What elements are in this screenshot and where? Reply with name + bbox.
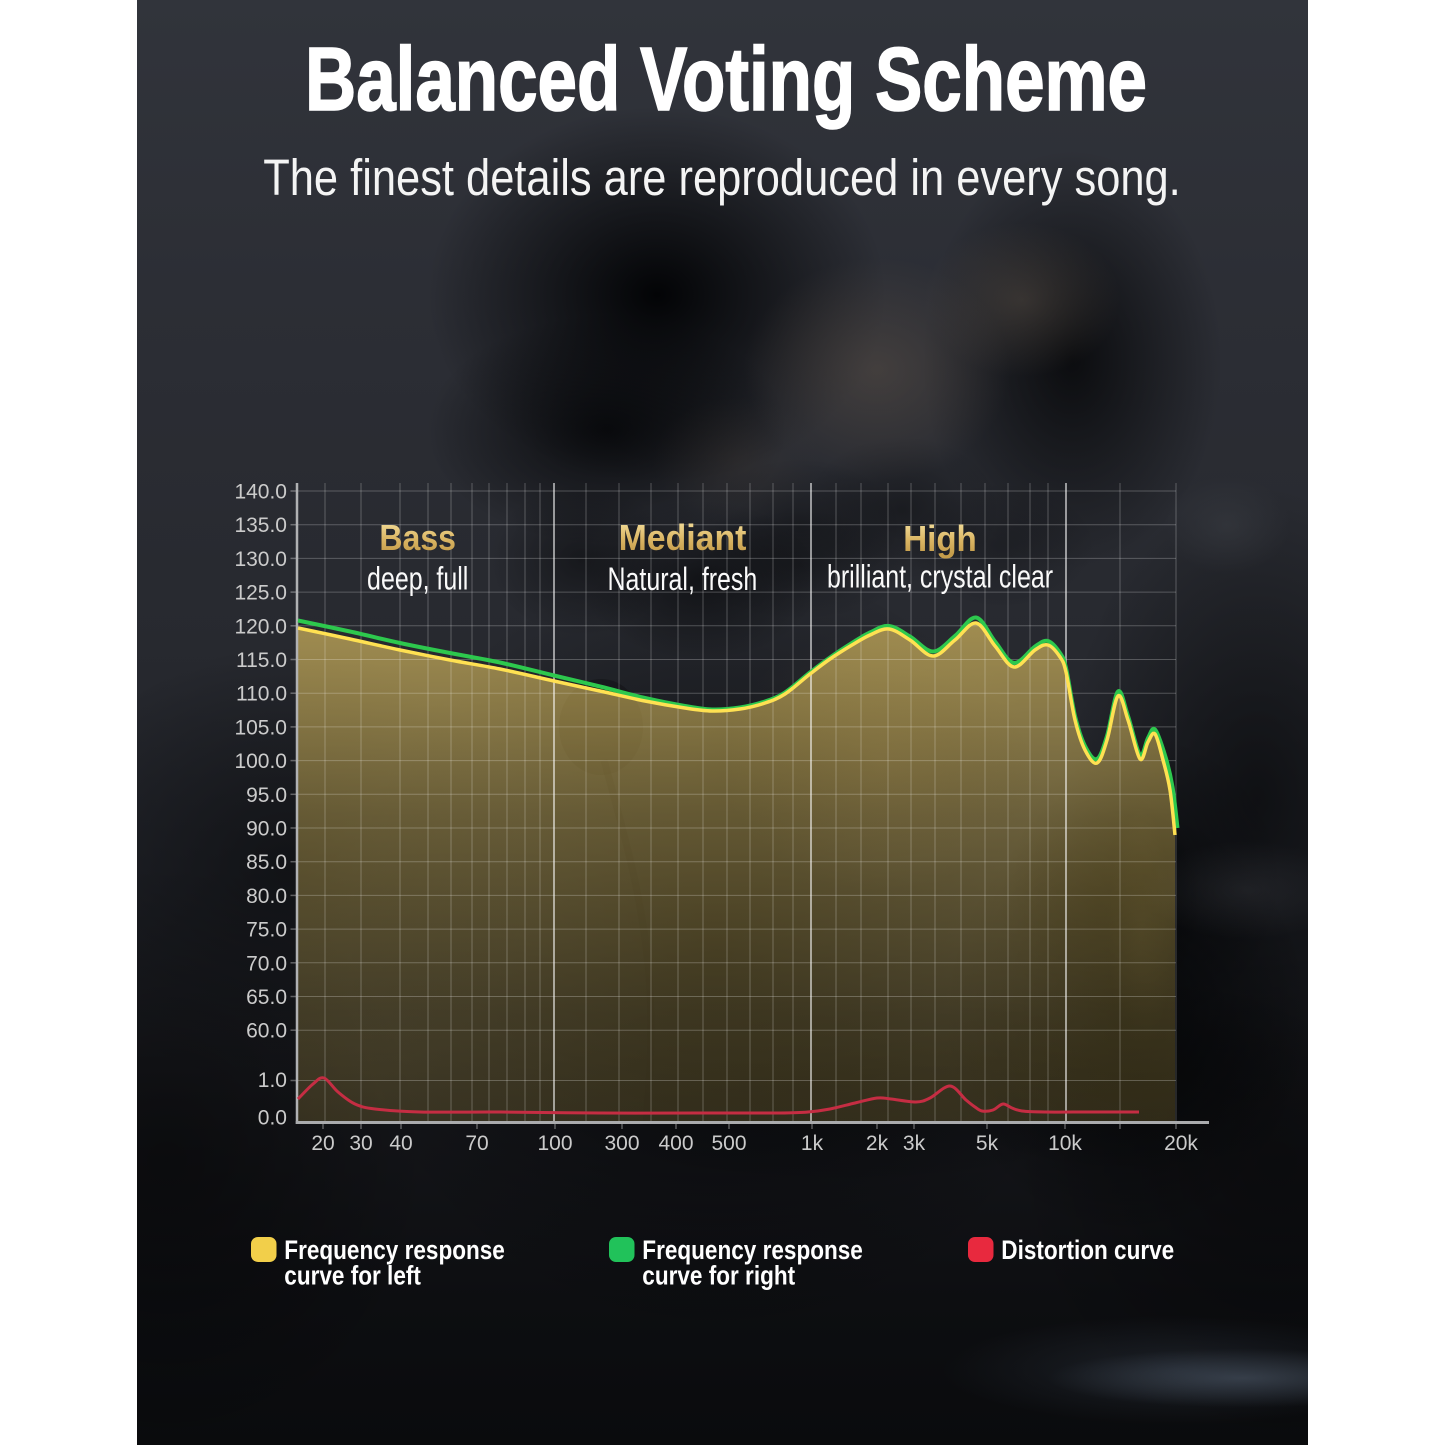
- svg-text:130.0: 130.0: [234, 548, 287, 571]
- svg-text:brilliant, crystal clear: brilliant, crystal clear: [827, 560, 1053, 596]
- svg-text:110.0: 110.0: [236, 683, 287, 706]
- svg-text:300: 300: [604, 1132, 639, 1155]
- svg-text:Bass: Bass: [379, 518, 456, 558]
- svg-text:curve for right: curve for right: [642, 1262, 795, 1291]
- svg-text:Distortion curve: Distortion curve: [1001, 1236, 1174, 1265]
- svg-text:500: 500: [711, 1132, 746, 1155]
- svg-text:10k: 10k: [1048, 1132, 1082, 1155]
- svg-text:Natural, fresh: Natural, fresh: [608, 562, 758, 598]
- svg-text:40: 40: [389, 1132, 412, 1155]
- svg-text:60.0: 60.0: [246, 1020, 287, 1043]
- svg-text:20: 20: [311, 1132, 334, 1155]
- svg-text:30: 30: [349, 1132, 372, 1155]
- svg-text:135.0: 135.0: [234, 514, 287, 537]
- svg-text:High: High: [903, 520, 977, 560]
- svg-text:400: 400: [658, 1132, 693, 1155]
- svg-text:Mediant: Mediant: [619, 518, 747, 558]
- svg-text:140.0: 140.0: [234, 481, 287, 504]
- svg-text:2k: 2k: [866, 1132, 889, 1155]
- svg-text:95.0: 95.0: [246, 784, 287, 807]
- svg-text:1k: 1k: [801, 1132, 824, 1155]
- svg-text:125.0: 125.0: [234, 582, 287, 605]
- svg-text:Frequency response: Frequency response: [642, 1236, 863, 1265]
- svg-text:Balanced Voting Scheme: Balanced Voting Scheme: [305, 30, 1147, 130]
- svg-text:20k: 20k: [1164, 1132, 1198, 1155]
- svg-text:deep, full: deep, full: [367, 562, 468, 598]
- svg-text:1.0: 1.0: [258, 1069, 287, 1092]
- svg-text:70: 70: [465, 1132, 488, 1155]
- svg-text:Frequency response: Frequency response: [284, 1236, 505, 1265]
- svg-text:65.0: 65.0: [246, 986, 287, 1009]
- svg-text:75.0: 75.0: [246, 919, 287, 942]
- svg-text:80.0: 80.0: [246, 885, 287, 908]
- svg-text:The finest details are reprodu: The finest details are reproduced in eve…: [263, 150, 1181, 207]
- svg-text:85.0: 85.0: [246, 851, 287, 874]
- svg-text:90.0: 90.0: [246, 818, 287, 841]
- svg-text:0.0: 0.0: [258, 1107, 287, 1130]
- svg-text:curve for left: curve for left: [284, 1262, 421, 1291]
- svg-text:70.0: 70.0: [246, 952, 287, 975]
- svg-text:120.0: 120.0: [234, 615, 287, 638]
- svg-text:115.0: 115.0: [236, 649, 287, 672]
- svg-text:3k: 3k: [903, 1132, 926, 1155]
- svg-text:5k: 5k: [976, 1132, 999, 1155]
- svg-text:100.0: 100.0: [234, 750, 287, 773]
- svg-text:100: 100: [537, 1132, 572, 1155]
- svg-text:105.0: 105.0: [234, 716, 287, 739]
